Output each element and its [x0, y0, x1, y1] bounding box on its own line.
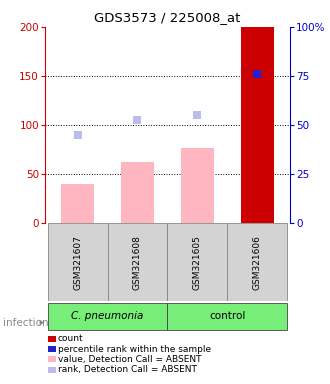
Text: GSM321608: GSM321608 [133, 235, 142, 290]
Text: value, Detection Call = ABSENT: value, Detection Call = ABSENT [58, 355, 201, 364]
Bar [48, 303, 167, 329]
Text: rank, Detection Call = ABSENT: rank, Detection Call = ABSENT [58, 365, 197, 374]
Point [255, 71, 260, 77]
Polygon shape [40, 319, 44, 326]
Bar [108, 223, 167, 301]
Text: GSM321605: GSM321605 [193, 235, 202, 290]
Point [135, 117, 140, 123]
Text: count: count [58, 334, 83, 343]
Bar [227, 223, 287, 301]
Bar [181, 148, 214, 223]
Bar [167, 223, 227, 301]
Point [75, 131, 80, 138]
Bar [167, 303, 287, 329]
Text: GSM321606: GSM321606 [253, 235, 262, 290]
Bar [121, 162, 154, 223]
Title: GDS3573 / 225008_at: GDS3573 / 225008_at [94, 11, 241, 24]
Text: control: control [209, 311, 246, 321]
Text: percentile rank within the sample: percentile rank within the sample [58, 344, 211, 354]
Bar [61, 184, 94, 223]
Text: C. pneumonia: C. pneumonia [71, 311, 144, 321]
Text: infection: infection [3, 318, 49, 328]
Bar [241, 27, 274, 223]
Bar [48, 223, 108, 301]
Text: GSM321607: GSM321607 [73, 235, 82, 290]
Point [195, 112, 200, 118]
